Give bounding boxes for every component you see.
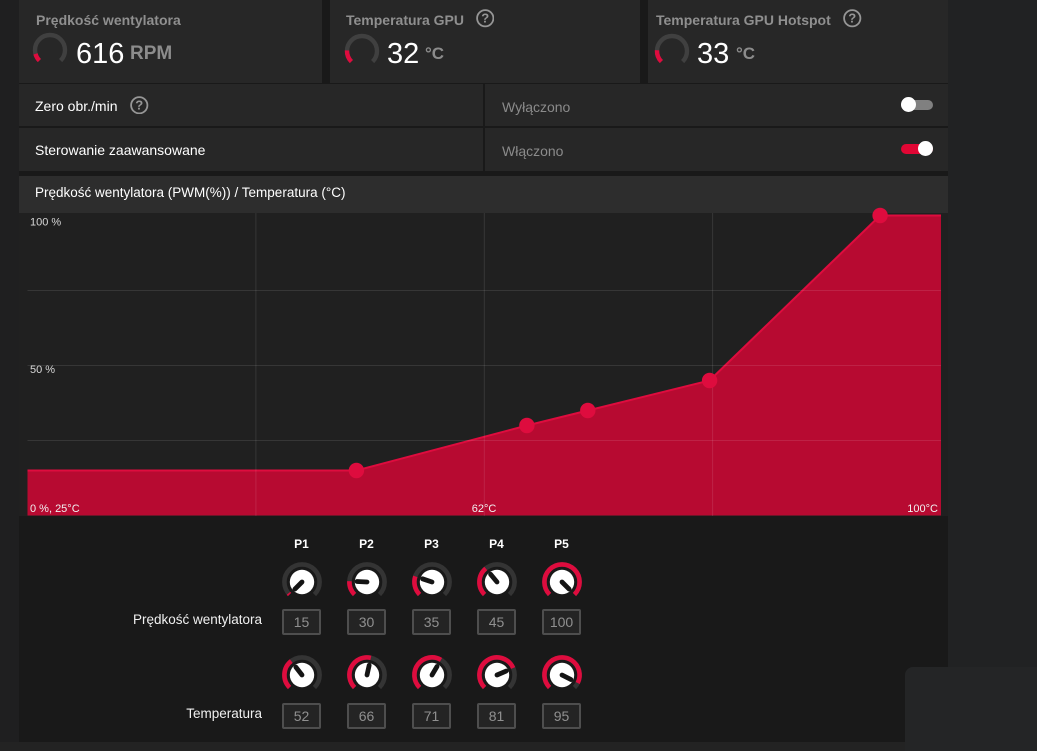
svg-text:100°C: 100°C — [907, 503, 938, 515]
svg-text:62°C: 62°C — [472, 503, 497, 515]
svg-text:50 %: 50 % — [30, 364, 55, 376]
svg-text:?: ? — [849, 11, 857, 26]
svg-text:?: ? — [136, 97, 144, 112]
svg-text:100 %: 100 % — [30, 217, 61, 229]
svg-text:?: ? — [481, 11, 489, 26]
svg-text:0 %, 25°C: 0 %, 25°C — [30, 503, 80, 515]
